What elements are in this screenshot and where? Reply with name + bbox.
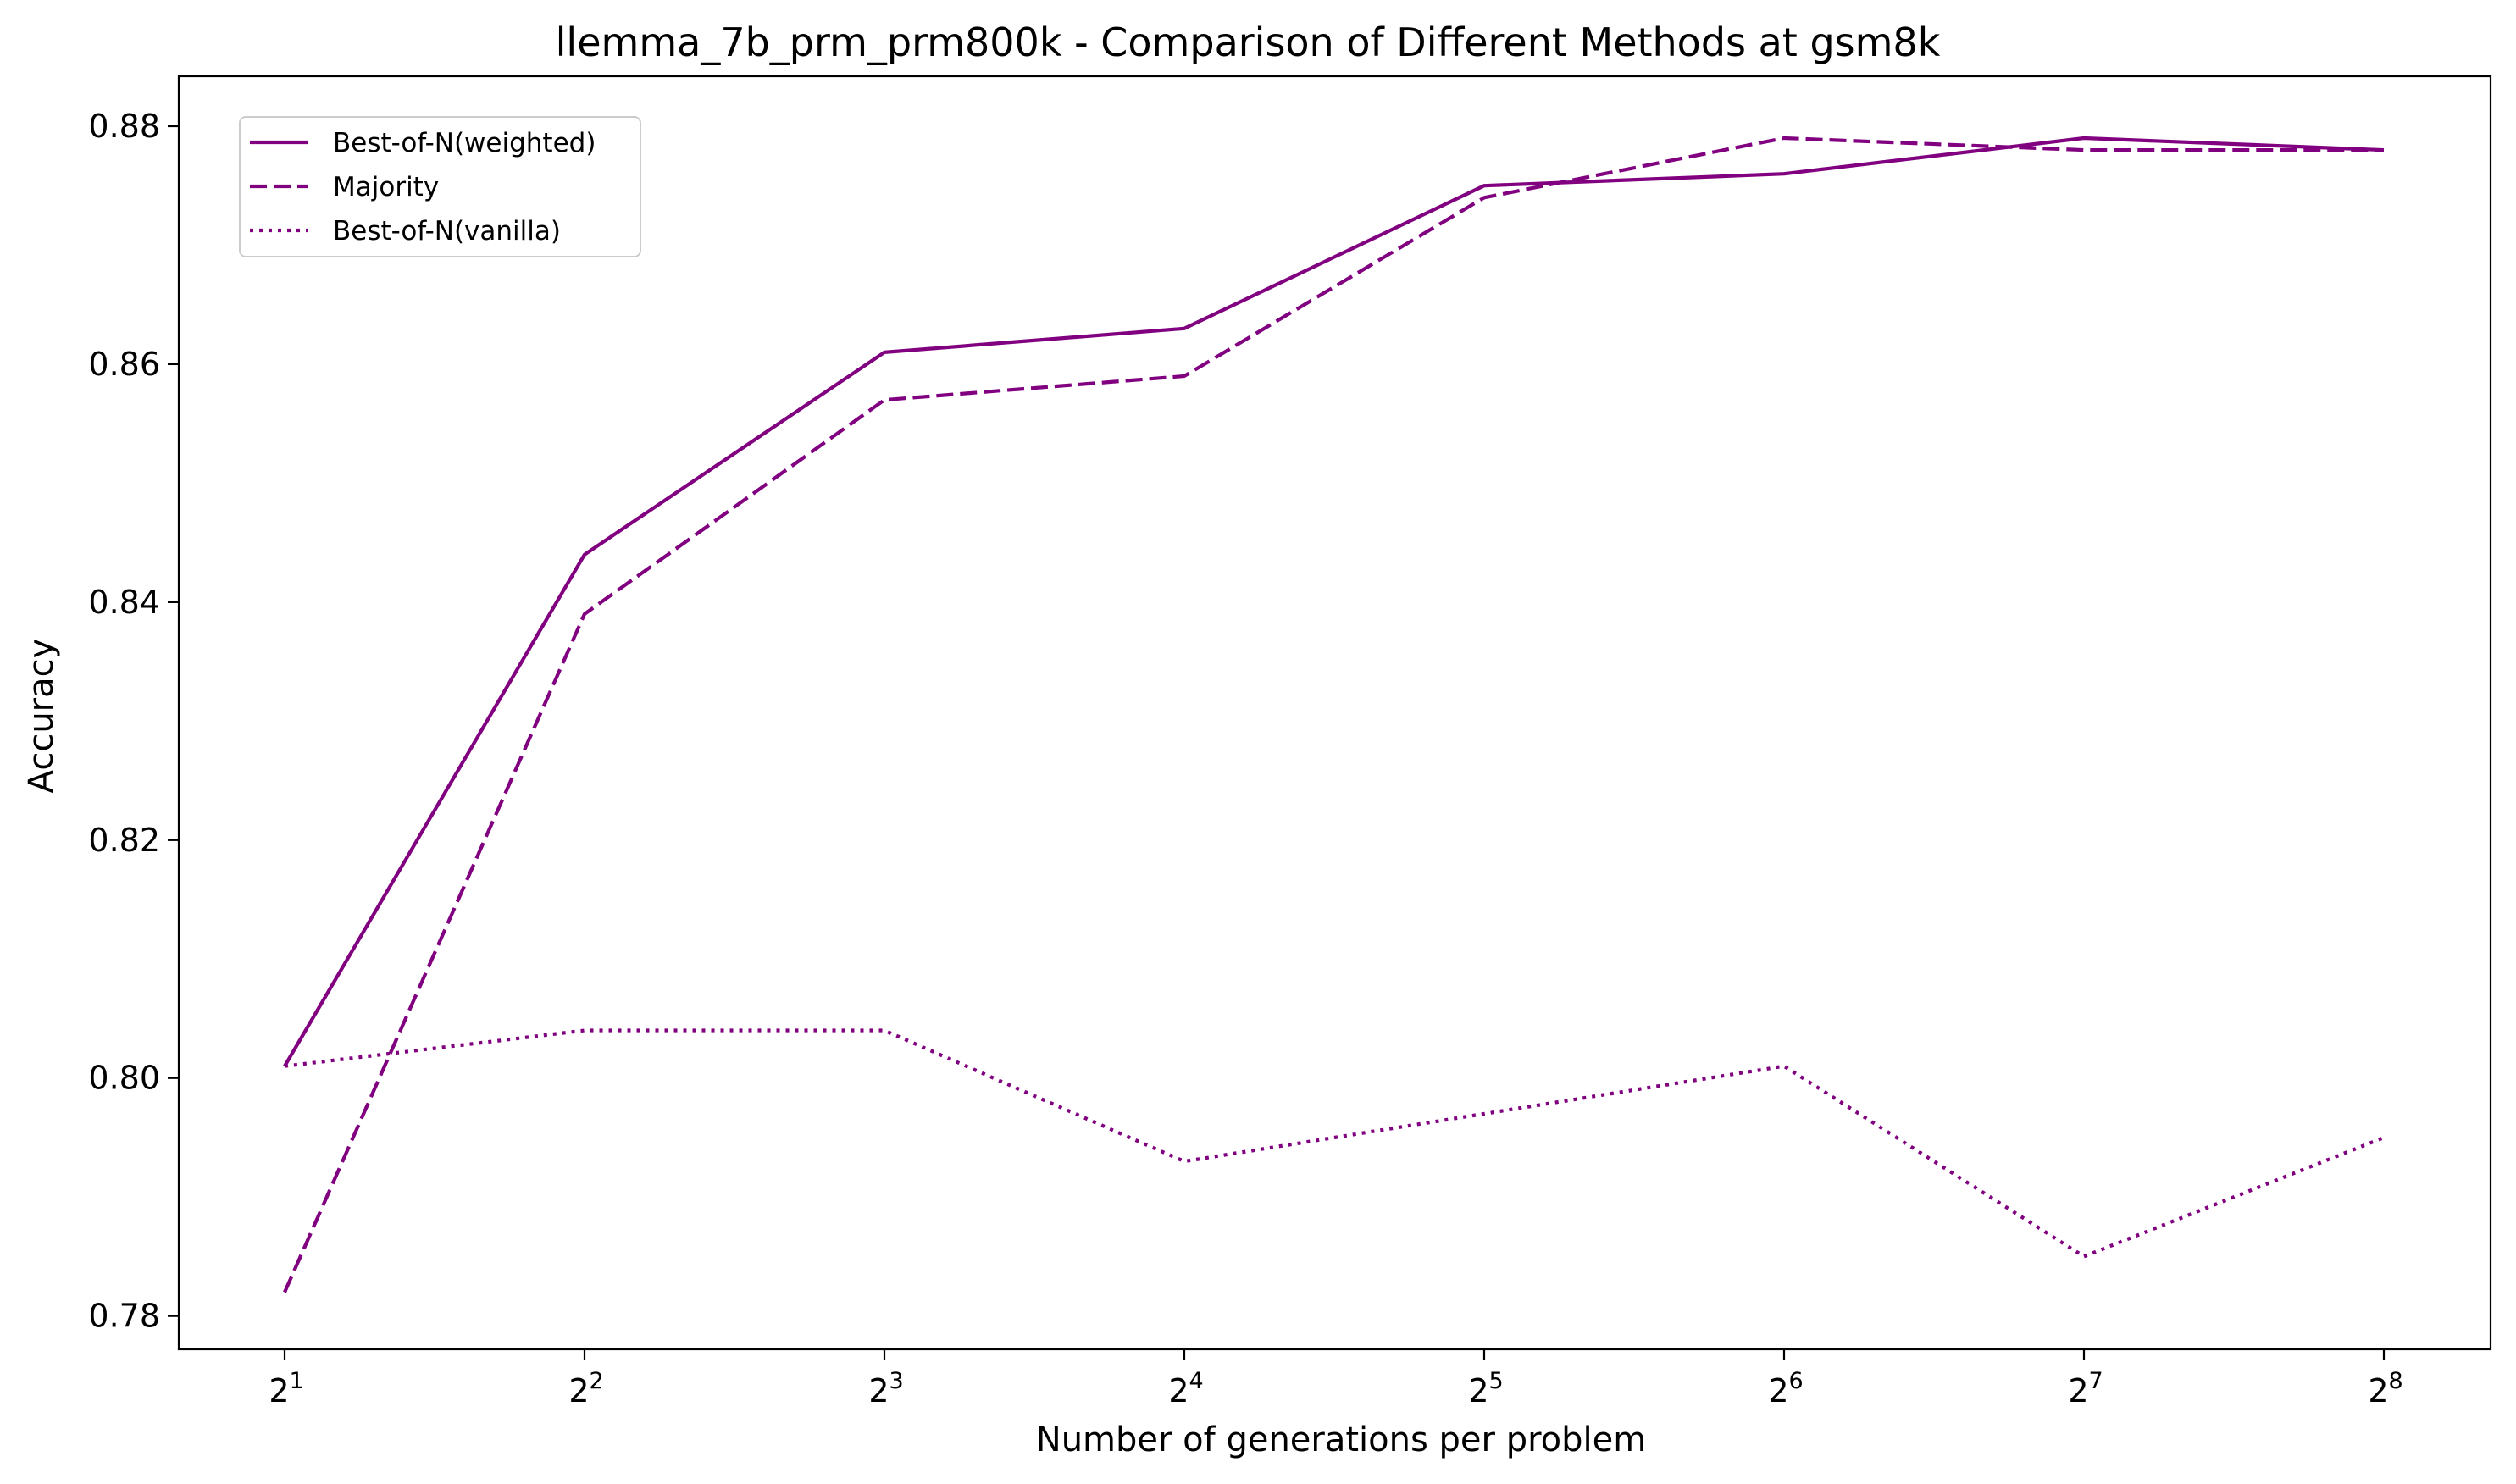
x-tick-label: 23 — [868, 1368, 903, 1409]
x-tick-label: 25 — [1468, 1368, 1503, 1409]
x-tick-label: 26 — [1768, 1368, 1803, 1409]
x-tick-label: 27 — [2068, 1368, 2103, 1409]
y-tick-label: 0.86 — [88, 346, 160, 383]
x-tick-label: 28 — [2368, 1368, 2402, 1409]
series-line-1 — [283, 136, 2385, 1067]
x-axis-label: Number of generations per problem — [1036, 1420, 1646, 1459]
y-tick-label: 0.78 — [88, 1298, 160, 1335]
legend-box — [239, 116, 641, 257]
plot-area: 0.78 0.80 0.82 0.84 0.86 0.88 21 22 23 24 25 26 27 28… — [88, 75, 2492, 1409]
legend-label: Best-of-N(vanilla) — [333, 216, 561, 246]
x-tick-label: 24 — [1168, 1368, 1203, 1409]
series-line-3 — [284, 1028, 2385, 1259]
x-tick-label: 21 — [269, 1368, 303, 1409]
y-tick-label: 0.88 — [88, 108, 160, 145]
legend-label: Majority — [333, 172, 439, 202]
y-tick-label: 0.82 — [88, 822, 160, 859]
x-tick-label: 22 — [568, 1368, 603, 1409]
y-tick-label: 0.80 — [88, 1060, 160, 1097]
plot-frame — [177, 75, 2492, 1351]
y-axis-label: Accuracy — [22, 639, 61, 794]
chart-title: llemma_7b_prm_prm800k - Comparison of Di… — [556, 19, 1941, 65]
legend-label: Best-of-N(weighted) — [333, 128, 596, 158]
y-tick-label: 0.84 — [88, 584, 160, 621]
series-line-2 — [283, 136, 2384, 1293]
